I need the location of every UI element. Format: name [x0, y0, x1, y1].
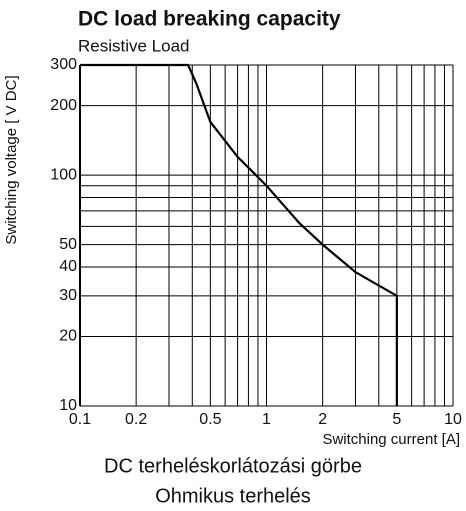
y-tick-label: 10 [59, 397, 77, 414]
y-tick-label: 40 [59, 258, 77, 275]
y-tick-label: 20 [59, 328, 77, 345]
x-axis-label: Switching current [A] [322, 431, 460, 448]
x-tick-label: 0.2 [125, 411, 147, 428]
y-tick-label: 300 [50, 56, 77, 73]
x-tick-label: 5 [392, 411, 401, 428]
x-tick-label: 1 [262, 411, 271, 428]
y-tick-label: 200 [50, 97, 77, 114]
x-tick-label: 0.5 [199, 411, 221, 428]
x-tick-label: 10 [444, 411, 462, 428]
caption: DC terheléskorlátozási görbe [104, 455, 362, 477]
x-tick-label: 2 [318, 411, 327, 428]
x-tick-label: 0.1 [69, 411, 91, 428]
y-axis-label: Switching voltage [ V DC] [3, 75, 20, 244]
chart-title: DC load breaking capacity [78, 8, 341, 31]
chart-subtitle: Resistive Load [78, 36, 190, 55]
caption: Ohmikus terhelés [155, 485, 311, 507]
y-tick-label: 30 [59, 287, 77, 304]
y-tick-label: 50 [59, 236, 77, 253]
curve [80, 63, 398, 406]
y-tick-label: 100 [50, 166, 77, 183]
